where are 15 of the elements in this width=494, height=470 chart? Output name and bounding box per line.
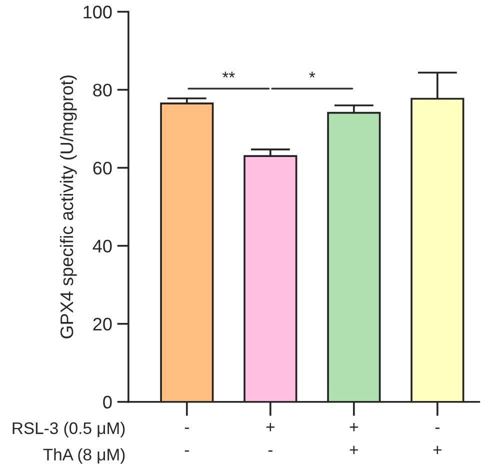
annotation: **	[222, 72, 235, 78]
y-tick-label: 0	[103, 396, 112, 409]
category-label: - -	[184, 428, 189, 452]
x-tick-label: - +	[433, 428, 442, 454]
y-tick-label: 80	[93, 84, 112, 96]
annotation: *	[309, 72, 316, 78]
y-tick-label: 100	[84, 6, 112, 18]
y-tick-label: 40	[92, 240, 112, 253]
text: RSL-3 (0.5 μM)	[12, 422, 125, 438]
x-tick-label: + +	[350, 423, 358, 454]
y-tick-label: 60	[93, 162, 112, 175]
y-axis-title: GPX4 specific activity (U/mgprot)	[60, 75, 77, 338]
text: ThA (8 μM)	[43, 448, 125, 464]
x-tick-label: + -	[266, 423, 274, 452]
y-tick-label: 20	[93, 318, 112, 331]
